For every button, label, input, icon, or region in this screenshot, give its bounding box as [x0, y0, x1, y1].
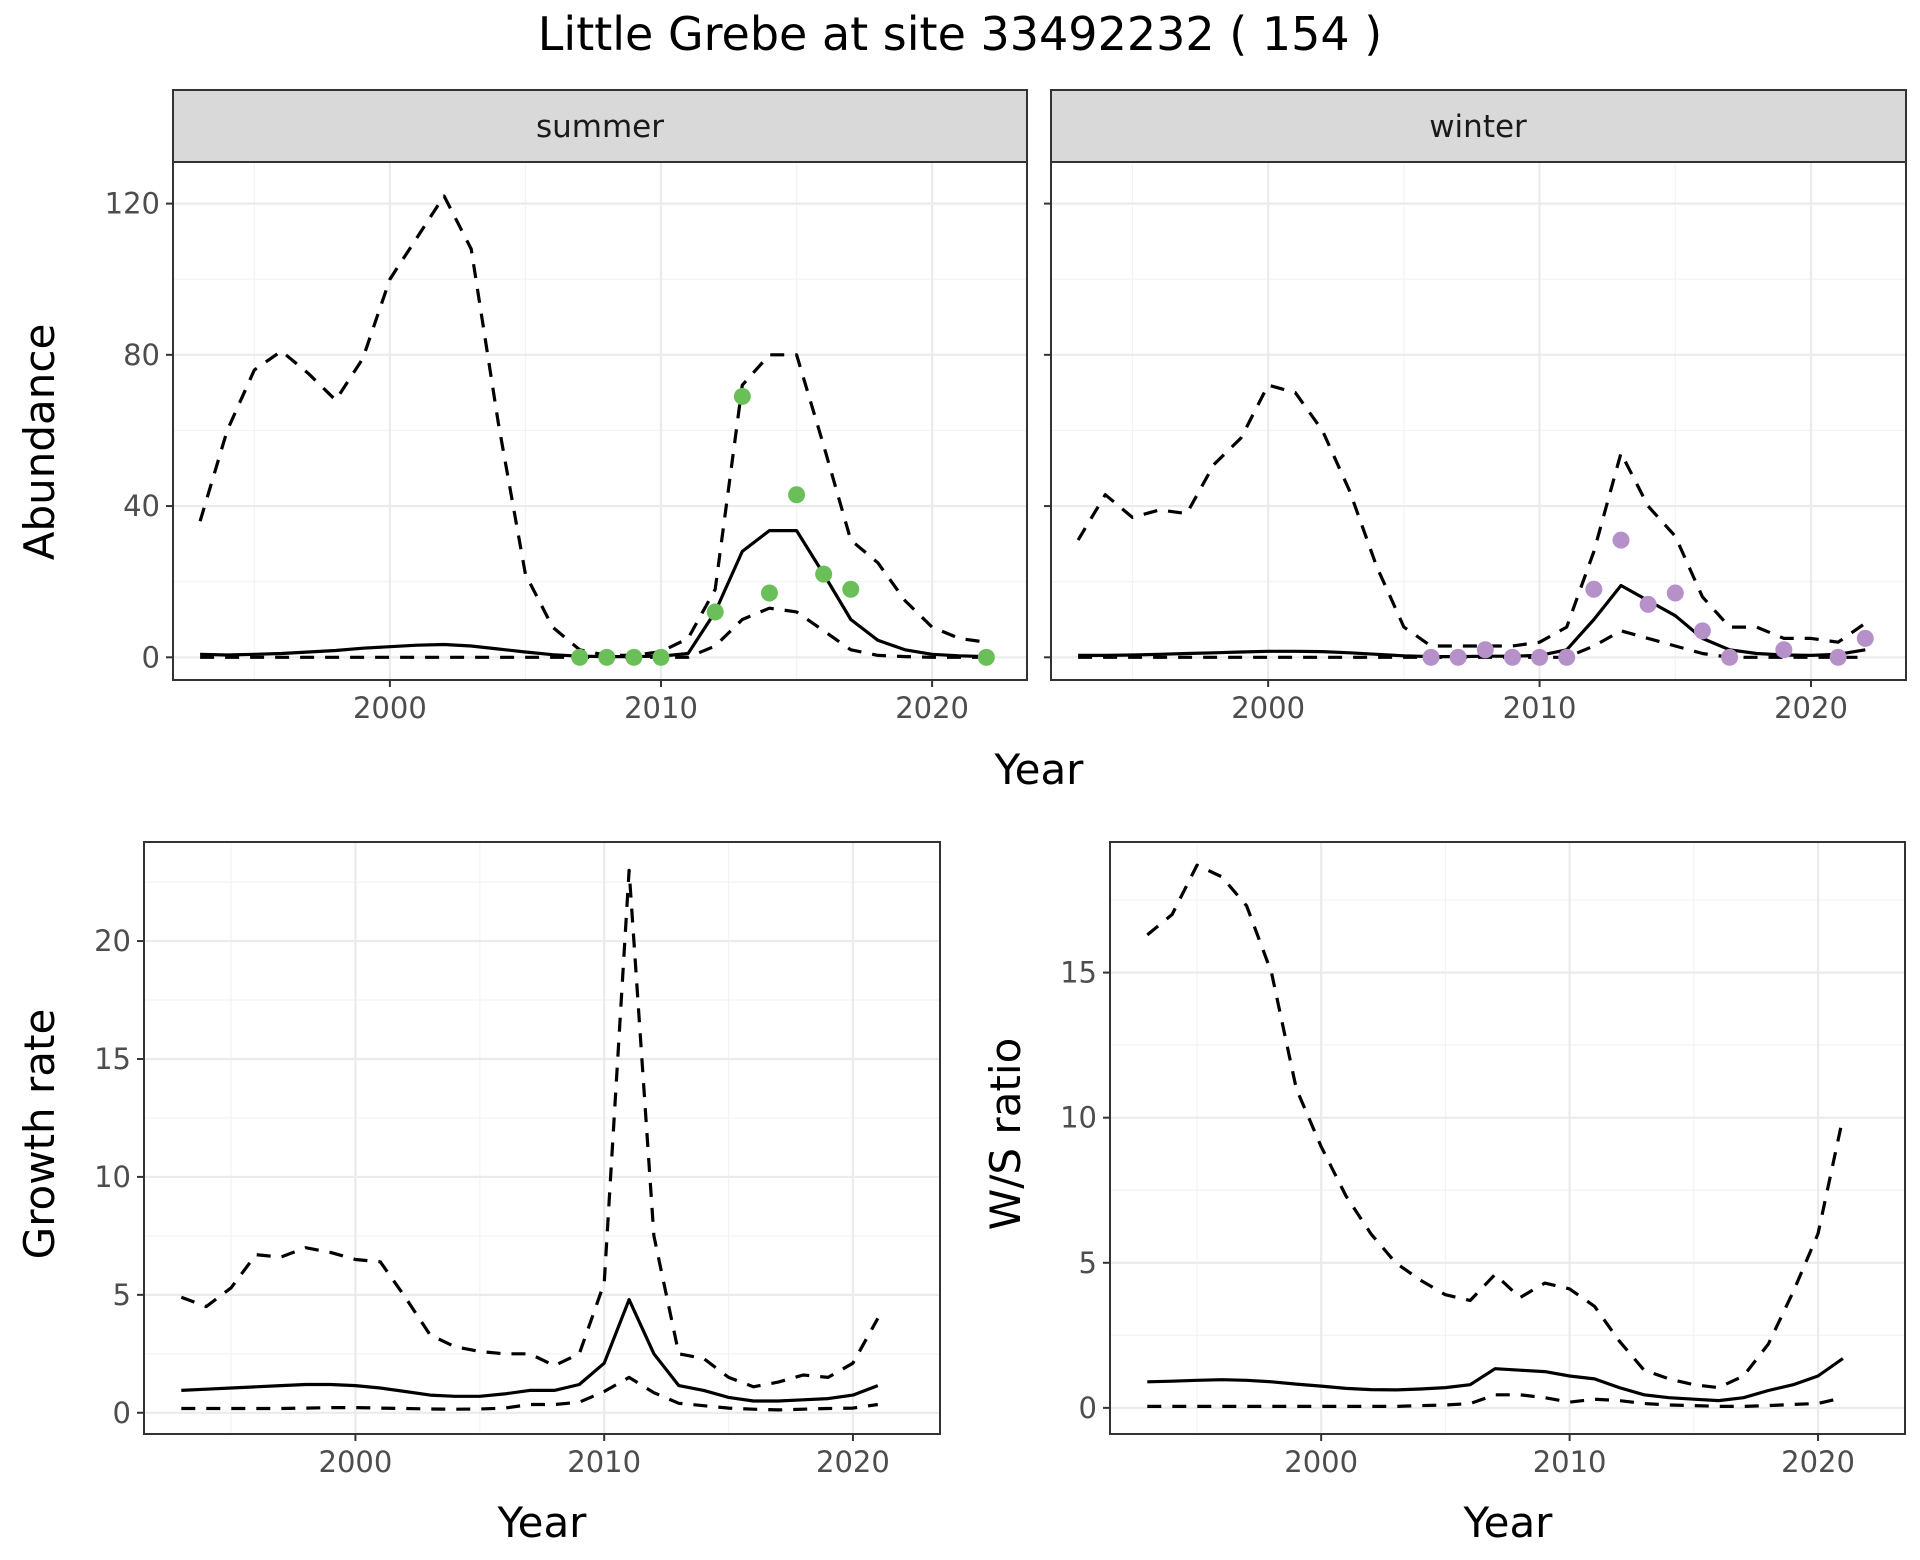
- winter-count-point: [1503, 648, 1521, 666]
- winter-x-tick-label: 2000: [1231, 691, 1305, 725]
- winter-lower-line: [1078, 629, 1866, 659]
- growth-estimate-line: [181, 1298, 879, 1403]
- summer-y-tick-label: 120: [105, 187, 160, 221]
- winter-strip: [1050, 89, 1907, 163]
- ws_ratio-y-tick-label: 15: [1060, 956, 1097, 990]
- summer-count-point: [760, 584, 778, 602]
- summer-count-point: [625, 648, 643, 666]
- summer-y-tick-label: 40: [123, 489, 160, 523]
- summer-y-tick-label: 0: [142, 640, 160, 674]
- ws-ratio-panel: 2000 2010 2020 0 5 10 15: [1060, 841, 1906, 1479]
- summer-count-point: [977, 648, 995, 666]
- winter-count-point: [1721, 648, 1739, 666]
- ws_ratio-y-tick-label: 0: [1079, 1391, 1097, 1425]
- summer-strip-label: summer: [536, 109, 664, 145]
- growth-rate-y-axis-title: Growth rate: [15, 1009, 64, 1260]
- summer-y-tick-label: 80: [123, 338, 160, 372]
- summer-count-point: [733, 387, 751, 405]
- growth-y-tick-label: 15: [94, 1042, 131, 1076]
- winter-count-point: [1775, 641, 1793, 659]
- ws_ratio-x-tick-label: 2000: [1284, 1445, 1358, 1479]
- growth-x-tick-label: 2010: [567, 1445, 641, 1479]
- summer-panel: summer 2000 2010 2020 0 40 80 120: [105, 89, 1028, 725]
- growth-panel-border: [143, 841, 941, 1435]
- winter-count-point: [1558, 648, 1576, 666]
- summer-count-point: [571, 648, 589, 666]
- winter-count-point: [1422, 648, 1440, 666]
- growth-y-tick-label: 0: [113, 1396, 131, 1430]
- growth-rate-panel: 2000 2010 2020 0 5 10 15 20: [94, 841, 941, 1479]
- winter-count-point: [1585, 580, 1603, 598]
- winter-count-point: [1639, 595, 1657, 613]
- ws_ratio-y-tick-label: 10: [1060, 1101, 1097, 1135]
- winter-count-point: [1856, 629, 1874, 647]
- abundance-y-axis-title: Abundance: [15, 324, 64, 561]
- ws_ratio-lower-line: [1147, 1393, 1844, 1408]
- growth-rate-x-axis-title: Year: [497, 1498, 588, 1547]
- ws_ratio-y-tick-label: 5: [1079, 1246, 1097, 1280]
- winter-count-point: [1612, 531, 1630, 549]
- winter-count-point: [1449, 648, 1467, 666]
- winter-panel: winter 2000 2010 2020: [1044, 89, 1907, 725]
- ws-ratio-x-axis-title: Year: [1463, 1498, 1554, 1547]
- winter-x-tick-label: 2020: [1774, 691, 1848, 725]
- summer-lower-line: [200, 606, 987, 659]
- growth-y-tick-label: 20: [94, 924, 131, 958]
- summer-plot-area: 2000 2010 2020 0 40 80 120: [105, 161, 1028, 725]
- growth-rate-plot-area: 2000 2010 2020 0 5 10 15 20: [94, 841, 941, 1479]
- winter-upper-line: [1076, 383, 1867, 648]
- winter-count-point: [1829, 648, 1847, 666]
- ws_ratio-x-tick-label: 2010: [1533, 1445, 1607, 1479]
- summer-strip: [172, 89, 1028, 163]
- summer-count-point: [788, 486, 806, 504]
- ws_ratio-estimate-line: [1147, 1357, 1844, 1403]
- growth-x-tick-label: 2000: [319, 1445, 393, 1479]
- summer-count-point: [815, 565, 833, 583]
- summer-x-tick-label: 2010: [624, 691, 698, 725]
- winter-x-tick-label: 2010: [1503, 691, 1577, 725]
- winter-plot-area: 2000 2010 2020: [1044, 161, 1907, 725]
- summer-count-point: [598, 648, 616, 666]
- growth-y-tick-label: 5: [113, 1278, 131, 1312]
- growth-upper-line: [180, 868, 880, 1389]
- summer-x-tick-label: 2000: [353, 691, 427, 725]
- ws_ratio-panel-border: [1109, 841, 1906, 1435]
- ws_ratio-upper-line: [1146, 863, 1845, 1390]
- summer-count-point: [842, 580, 860, 598]
- summer-count-point: [706, 603, 724, 621]
- growth-y-tick-label: 10: [94, 1160, 131, 1194]
- winter-count-point: [1476, 641, 1494, 659]
- winter-count-point: [1531, 648, 1549, 666]
- chart-title: Little Grebe at site 33492232 ( 154 ): [538, 7, 1382, 61]
- ws-ratio-plot-area: 2000 2010 2020 0 5 10 15: [1060, 841, 1906, 1479]
- winter-strip-label: winter: [1429, 109, 1527, 145]
- top-x-axis-title: Year: [994, 745, 1085, 794]
- summer-panel-border: [172, 161, 1028, 681]
- winter-count-point: [1693, 622, 1711, 640]
- winter-panel-border: [1050, 161, 1907, 681]
- summer-count-point: [652, 648, 670, 666]
- summer-x-tick-label: 2020: [895, 691, 969, 725]
- winter-count-point: [1666, 584, 1684, 602]
- growth-x-tick-label: 2020: [816, 1445, 890, 1479]
- summer-upper-line: [198, 194, 987, 657]
- ws-ratio-y-axis-title: W/S ratio: [981, 1038, 1030, 1231]
- ws_ratio-x-tick-label: 2020: [1781, 1445, 1855, 1479]
- summer-estimate-line: [200, 529, 987, 659]
